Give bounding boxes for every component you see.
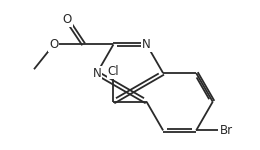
Text: N: N <box>93 67 101 80</box>
Text: O: O <box>49 38 58 51</box>
Text: Br: Br <box>219 124 232 137</box>
Text: Cl: Cl <box>108 65 119 78</box>
Text: N: N <box>142 38 151 51</box>
Text: O: O <box>62 13 72 26</box>
